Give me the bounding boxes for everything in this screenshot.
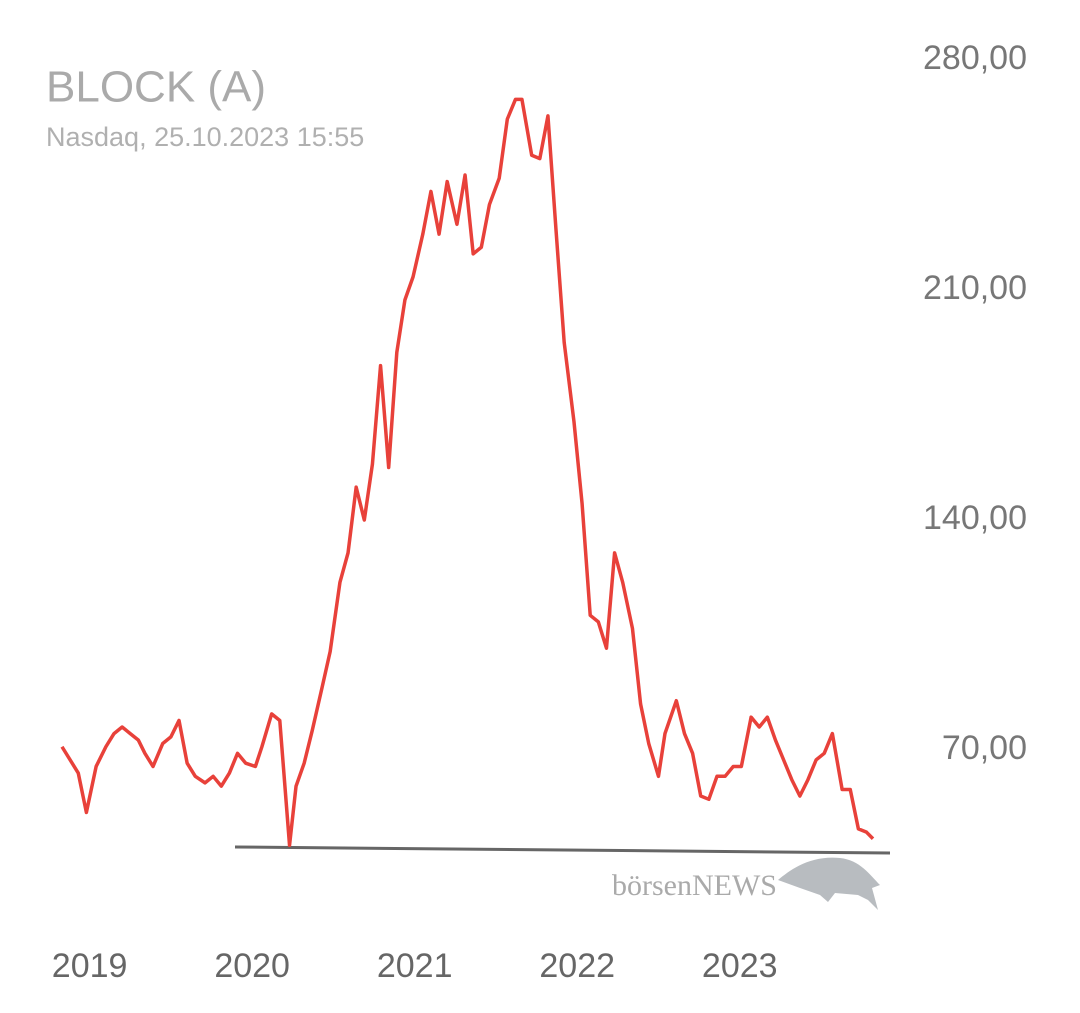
x-tick-label: 2019 <box>52 947 128 985</box>
y-tick-label: 210,00 <box>923 269 1027 307</box>
y-tick-label: 70,00 <box>942 729 1027 767</box>
x-tick-label: 2021 <box>377 947 453 985</box>
x-tick-label: 2023 <box>702 947 778 985</box>
y-tick-label: 140,00 <box>923 499 1027 537</box>
chart-title: BLOCK (A) <box>46 63 266 112</box>
price-line <box>60 97 875 848</box>
chart-subtitle: Nasdaq, 25.10.2023 15:55 <box>46 122 364 152</box>
x-tick-label: 2022 <box>539 947 615 985</box>
y-tick-label: 280,00 <box>923 39 1027 77</box>
logo-bull <box>778 857 880 910</box>
logo: börsenNEWS <box>612 869 777 902</box>
x-tick-label: 2020 <box>214 947 290 985</box>
support-line <box>234 845 891 855</box>
